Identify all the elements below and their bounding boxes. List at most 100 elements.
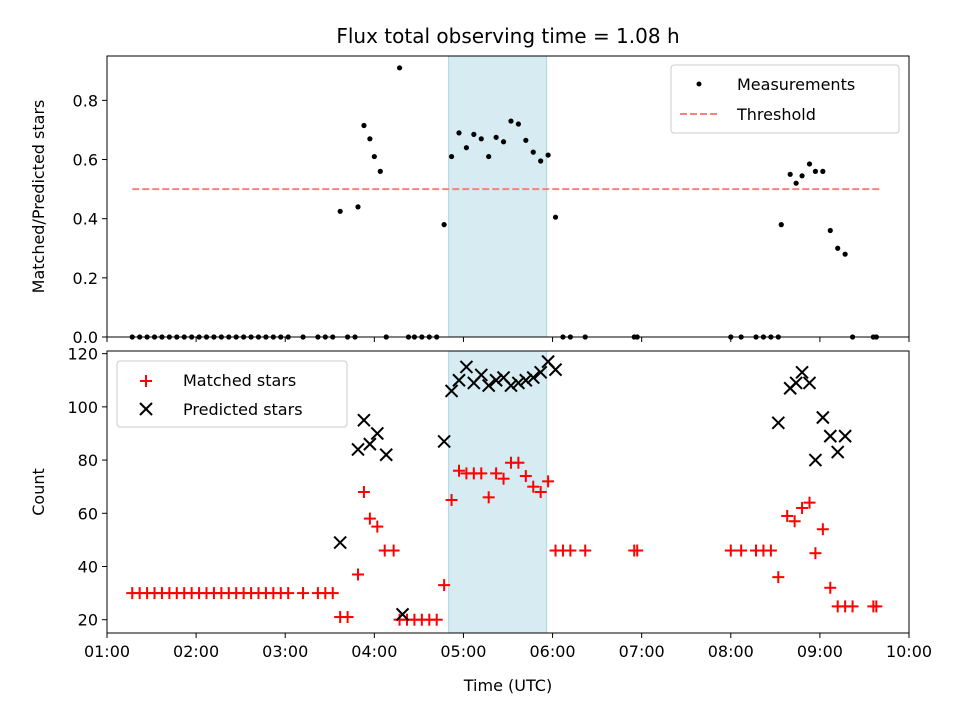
measurement-point [367,136,373,142]
measurement-point [827,227,833,234]
x-tick-label: 02:00 [173,642,219,661]
matched-star-point [724,544,737,557]
measurement-point [486,153,492,160]
bottom-x-ticks: 01:00 02:00 03:00 04:00 05:00 06:00 07:00 08:00… [84,633,932,661]
matched-star-point [282,587,295,600]
matched-star-point [631,544,644,557]
matched-star-point [803,496,816,509]
y-tick-label: 0.2 [73,269,98,288]
measurement-point [456,130,462,136]
legend-label-predicted: Predicted stars [183,400,303,419]
bottom-y-axis-label: Count [29,468,48,516]
matched-star-point [796,501,809,514]
bottom-highlight-span [448,350,548,634]
measurement-point [538,158,544,164]
measurement-point [552,214,559,220]
legend-marker-predicted [139,402,153,416]
matched-star-point [297,587,310,600]
measurement-point [842,251,848,257]
y-tick-label: 100 [67,398,98,417]
matched-star-point [772,571,785,584]
matched-star-point [363,512,376,525]
legend-label-threshold: Threshold [736,105,816,124]
measurement-point [835,245,841,251]
y-tick-label: 0.0 [73,328,98,347]
matched-star-point [534,486,547,498]
matched-star-point [497,472,510,485]
matched-star-point [357,486,370,498]
measurement-point [478,136,484,142]
x-tick-label: 10:00 [886,642,932,661]
predicted-star-point [481,378,496,393]
measurement-point [448,153,455,160]
matched-star-point [438,579,451,592]
measurement-point [441,222,447,228]
predicted-star-point [795,365,809,379]
predicted-star-point [533,365,548,379]
matched-star-point [445,493,458,506]
matched-star-point [809,547,822,560]
chart-title: Flux total observing time = 1.08 h [336,24,679,48]
predicted-star-point [395,607,410,622]
measurement-point [793,180,799,186]
predicted-star-point [370,426,385,441]
matched-star-point [430,613,443,626]
matched-star-point [527,480,540,493]
x-tick-label: 04:00 [351,642,397,661]
legend-label-measurements: Measurements [737,75,855,94]
bottom-legend-box [116,360,348,428]
top-legend-box [670,64,900,134]
measurement-point [337,208,343,214]
matched-star-point [512,456,525,469]
matched-star-point [371,520,384,533]
x-tick-label: 08:00 [708,642,754,661]
top-y-axis-label: Matched/Predicted stars [29,100,48,294]
predicted-star-point [816,410,830,425]
bottom-y-ticks: 20 40 60 80 100 120 [67,345,107,630]
matched-star-point [564,544,577,557]
y-tick-label: 60 [78,504,98,523]
matched-star-point [816,523,829,536]
predicted-star-point [333,535,347,550]
matched-star-point [542,475,555,488]
legend-marker-measurements [696,81,702,87]
measurement-point [806,161,813,167]
measurement-point [396,65,403,71]
matched-star-point [482,491,495,504]
predicted-star-point [444,384,459,398]
predicted-star-point [519,373,533,387]
predicted-star-point [474,368,488,382]
y-tick-label: 120 [67,345,98,364]
measurement-point [508,118,514,124]
x-tick-label: 05:00 [440,642,486,661]
y-tick-label: 20 [78,611,98,630]
measurement-point [812,168,819,174]
predicted-star-point [437,434,451,449]
matched-star-point [341,611,354,624]
predicted-star-point [504,378,518,393]
predicted-star-point [526,370,540,385]
matched-star-point [475,467,488,480]
measurement-point [799,173,805,179]
bottom-legend: Matched stars Predicted stars [116,360,348,428]
predicted-star-point [802,376,817,390]
matched-star-point [788,515,801,528]
predicted-star-point [489,373,503,387]
top-highlight-span [448,55,548,338]
predicted-star-point [351,442,365,457]
predicted-star-point [823,429,837,443]
measurement-point [361,122,367,129]
x-tick-label: 01:00 [84,642,130,661]
legend-label-matched: Matched stars [183,371,296,390]
top-x-ticks [106,337,910,342]
y-tick-label: 0.4 [73,210,98,229]
predicted-star-point [831,445,845,459]
measurement-point [463,145,470,151]
measurement-point [471,131,477,137]
matched-star-point [846,600,859,613]
top-y-ticks: 0.0 0.2 0.4 0.6 0.8 [73,91,107,347]
y-tick-label: 0.8 [73,91,98,110]
bottom-panel: 20 40 60 80 100 120 01:00 02:00 03:00 04:00 05:00… [29,345,932,695]
matched-star-point [764,544,777,557]
matched-star-point [735,544,748,557]
